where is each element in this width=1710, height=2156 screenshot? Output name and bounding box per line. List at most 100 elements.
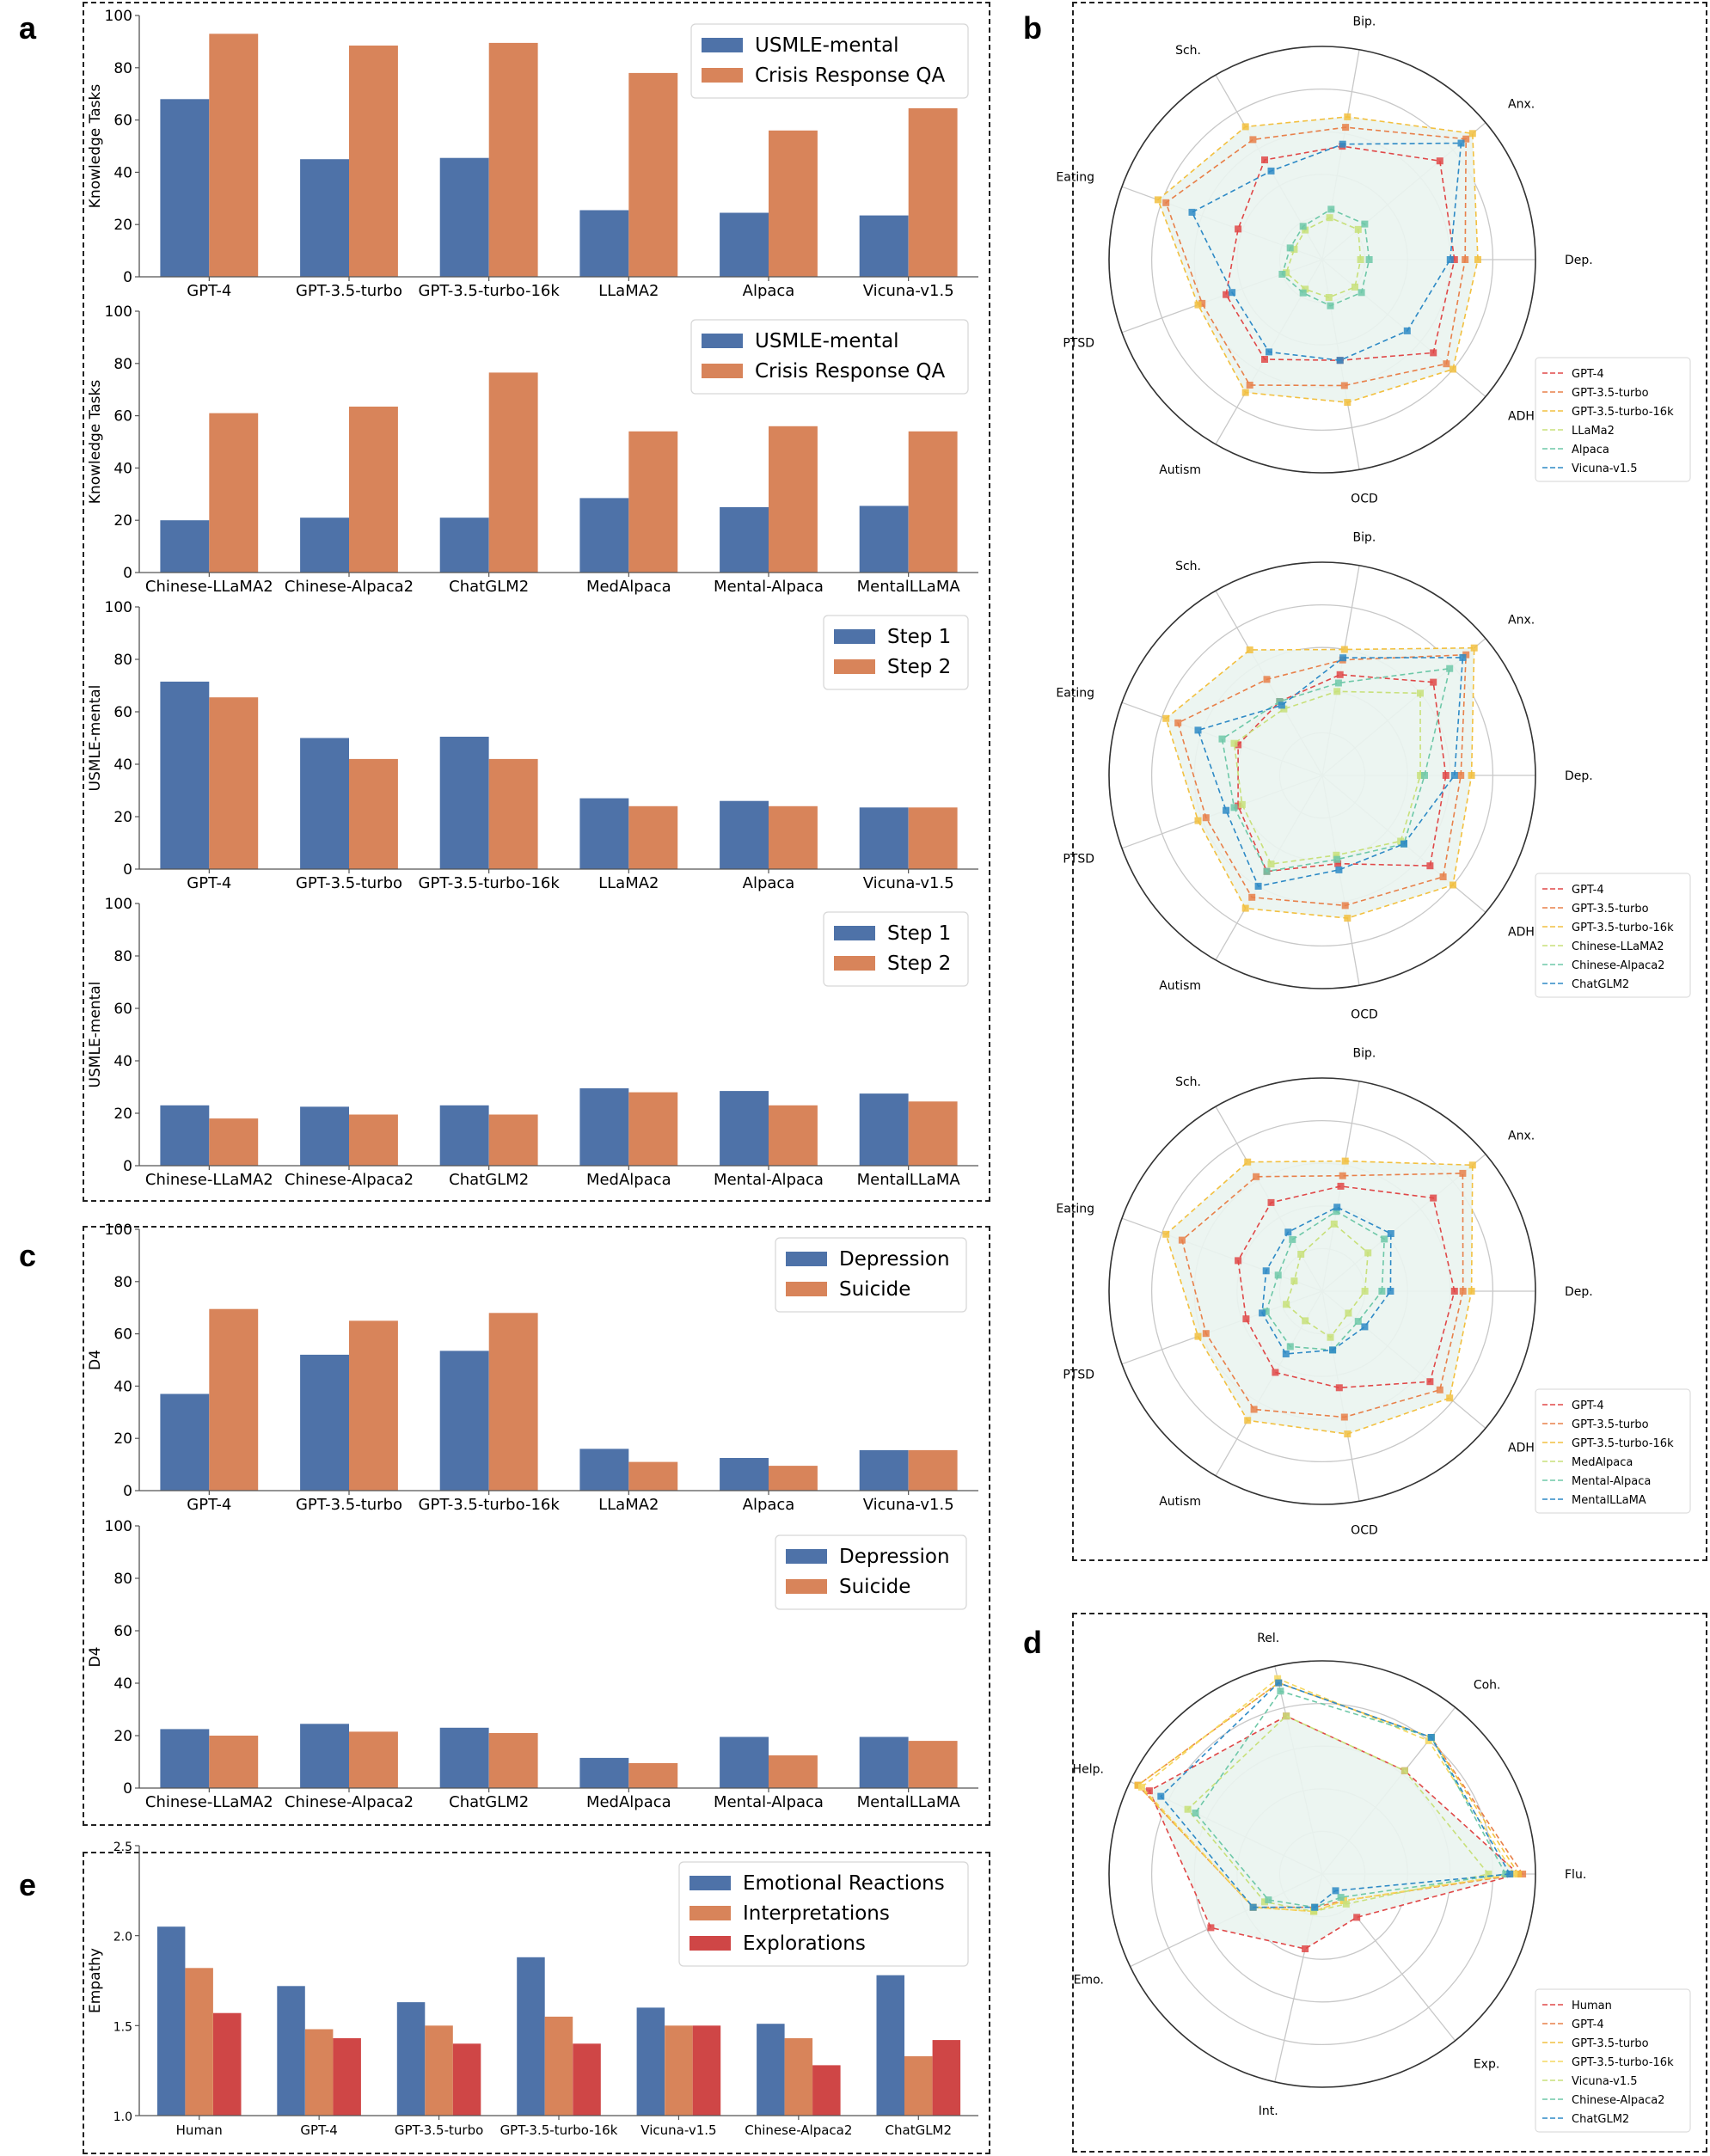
y-tick-label: 40 [113, 460, 132, 477]
radar-legend-label: GPT-4 [1572, 368, 1604, 381]
radar-point [1259, 1309, 1266, 1317]
y-tick-label: 40 [113, 1378, 132, 1395]
panel-a-frame [83, 2, 990, 1202]
radar-point [1275, 1679, 1283, 1687]
x-tick-label: MedAlpaca [586, 578, 671, 596]
bar-e-interpretations-5 [784, 2038, 813, 2116]
radar-point [1162, 199, 1170, 206]
x-tick-label: Mental-Alpaca [714, 1793, 824, 1811]
bar-e-interpretations-3 [544, 2016, 573, 2116]
x-tick-label: Chinese-LLaMA2 [145, 578, 273, 596]
bar-c2-suicide-2 [488, 1733, 538, 1788]
radar-point [1286, 1343, 1294, 1351]
radar-legend-label: GPT-3.5-turbo [1572, 1418, 1649, 1431]
radar-point [1194, 1332, 1202, 1340]
radar-point [1249, 1903, 1257, 1911]
bar-a2-crisis-response-qa-5 [908, 431, 958, 573]
legend-label: Step 1 [887, 626, 951, 648]
bar-e-interpretations-2 [425, 2025, 453, 2116]
panel-label-d: d [1023, 1625, 1042, 1660]
y-tick-label: 2.0 [113, 1931, 132, 1945]
radar-point [1263, 867, 1271, 875]
radar-axis-label: Sch. [1175, 560, 1201, 573]
radar-legend-label: Alpaca [1572, 444, 1609, 456]
radar-point [1470, 644, 1478, 652]
radar-chart-b1: Dep. Anx. Bip. Sch. Eating PTSD Autism OCD ADHD G… [1056, 15, 1691, 506]
radar-legend-label: Vicuna-v1.5 [1572, 462, 1638, 475]
radar-point [1329, 1346, 1337, 1354]
bar-c1-suicide-3 [628, 1461, 678, 1491]
bar-a2-usmle-mental-3 [579, 498, 629, 573]
radar-axis-label: Anx. [1508, 98, 1535, 112]
bar-a3-step-1-0 [160, 681, 210, 869]
bar-a3-step-1-1 [300, 738, 349, 869]
radar-point [1282, 1351, 1290, 1357]
radar-legend-box [1535, 1388, 1691, 1514]
bar-c1-suicide-2 [488, 1313, 538, 1491]
radar-point [1378, 1288, 1386, 1295]
radar-point [1361, 220, 1369, 228]
bar-a4-step-2-4 [769, 1105, 818, 1166]
radar-axis-label: Autism [1159, 979, 1201, 993]
bar-a4-step-2-5 [908, 1101, 958, 1166]
x-tick-label: ChatGLM2 [449, 1171, 529, 1189]
radar-point [1235, 225, 1242, 233]
radar-point [1326, 214, 1333, 222]
bar-e-emotional-reactions-4 [636, 2007, 665, 2116]
legend-swatch [786, 1282, 827, 1296]
radar-series-b2-chinese-llama2 [1233, 690, 1421, 865]
radar-point [1457, 139, 1465, 147]
y-tick-label: 80 [113, 1274, 132, 1291]
radar-legend-label: LLaMa2 [1572, 425, 1615, 438]
y-tick-label: 60 [113, 1001, 132, 1018]
radar-axis-label: Autism [1159, 463, 1201, 477]
radar-legend-label: Chinese-LLaMA2 [1572, 940, 1664, 953]
bar-a3-step-2-1 [349, 758, 398, 869]
bar-c1-suicide-0 [209, 1308, 259, 1491]
legend-swatch [690, 1876, 731, 1890]
x-tick-label: Alpaca [743, 282, 795, 300]
radar-point [1162, 1230, 1170, 1238]
radar-axis-label: ADHD [1508, 409, 1544, 423]
x-tick-label: MedAlpaca [586, 1793, 671, 1811]
radar-point [1277, 1687, 1284, 1695]
radar-axis-label: PTSD [1063, 336, 1094, 350]
radar-point [1342, 1900, 1350, 1908]
radar-point [1325, 294, 1333, 301]
radar-point [1162, 714, 1170, 722]
radar-point [1272, 1369, 1279, 1376]
radar-point [1344, 113, 1351, 120]
radar-point [1241, 904, 1249, 912]
radar-legend-label: GPT-3.5-turbo [1572, 903, 1649, 916]
radar-series-d-gpt-3-5-turbo-16k [1140, 1677, 1516, 1913]
y-tick-label: 40 [113, 756, 132, 774]
legend-swatch [834, 659, 875, 674]
radar-point [1194, 726, 1202, 734]
x-tick-label: Vicuna-v1.5 [863, 1496, 954, 1514]
radar-axis-label: Help. [1073, 1763, 1104, 1777]
radar-point [1450, 881, 1456, 889]
radar-point [1194, 301, 1202, 309]
radar-point [1450, 365, 1456, 373]
radar-point [1345, 1309, 1352, 1317]
x-tick-label: Alpaca [743, 1496, 795, 1514]
bar-a1-usmle-mental-2 [439, 157, 489, 277]
y-axis-label: D4 [87, 1350, 104, 1370]
x-tick-label: Alpaca [743, 874, 795, 892]
radar-series-b2-gpt-3-5-turbo-16k [1165, 646, 1475, 919]
radar-outer-ring [1108, 1077, 1536, 1505]
radar-point [1468, 772, 1475, 779]
bar-a1-crisis-response-qa-2 [488, 42, 538, 278]
radar-point [1198, 299, 1206, 307]
y-tick-label: 0 [123, 861, 132, 879]
radar-axis-label: Dep. [1565, 254, 1593, 267]
radar-point [1267, 1198, 1275, 1206]
x-tick-label: GPT-3.5-turbo-16k [500, 2122, 618, 2138]
radar-legend-box [1535, 873, 1691, 998]
radar-chart-b3: Dep. Anx. Bip. Sch. Eating PTSD Autism OCD ADHD G… [1056, 1046, 1691, 1538]
radar-point [1336, 671, 1344, 678]
radar-point [1230, 804, 1238, 812]
bar-a4-step-1-2 [439, 1105, 489, 1166]
bar-chart-c2: Chinese-LLaMA2 Chinese-Alpaca2 ChatGLM2 Med… [87, 1518, 978, 1811]
radar-point [1327, 1333, 1334, 1341]
